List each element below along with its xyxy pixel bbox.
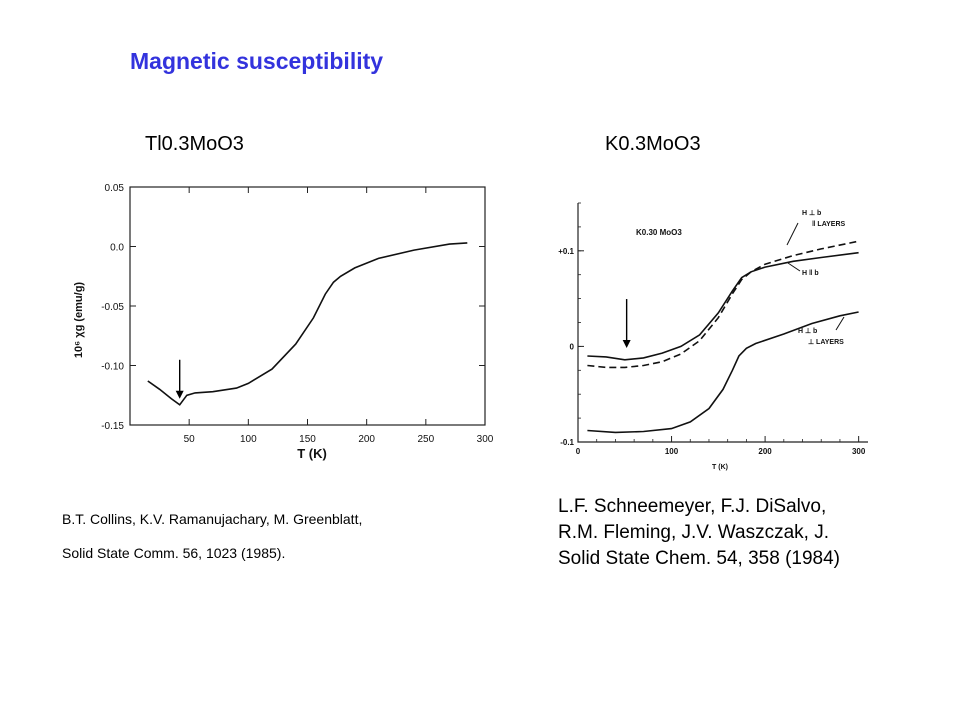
right-curve-h-perp-b-parallel-layers — [587, 240, 859, 369]
left-y-axis-label: 10⁶ χg (emu/g) — [73, 282, 85, 359]
right-y-tick-label: +0.1 — [558, 247, 574, 256]
right-label-leader — [787, 262, 801, 272]
right-series-label: ⊥ LAYERS — [808, 338, 844, 346]
right-series-label: H ⊥ b — [802, 209, 821, 217]
left-x-tick-label: 150 — [299, 434, 316, 445]
right-curve-h-perp-b-perp-layers — [587, 311, 859, 434]
left-x-tick-label: 50 — [184, 434, 196, 445]
left-chart-title: Tl0.3MoO3 — [145, 133, 244, 155]
right-plot-axes — [577, 203, 868, 443]
right-series-label: H ‖ b — [802, 270, 819, 277]
left-citation: B.T. Collins, K.V. Ramanujachary, M. Gre… — [62, 502, 362, 570]
right-citation-line: L.F. Schneemeyer, F.J. DiSalvo, — [558, 496, 827, 517]
left-y-tick-label: 0.0 — [110, 243, 124, 254]
right-x-tick-label: 200 — [758, 447, 772, 456]
right-x-axis-label: T (K) — [712, 464, 728, 471]
right-transition-arrow-head — [622, 340, 631, 349]
right-x-tick-label: 100 — [665, 447, 679, 456]
left-plot-frame — [129, 186, 486, 426]
left-x-tick-label: 200 — [358, 434, 375, 445]
left-x-tick-label: 300 — [477, 434, 494, 445]
left-susceptibility-curve — [147, 242, 468, 406]
left-y-tick-label: -0.10 — [101, 362, 124, 373]
right-inset-label: K0.30 MoO3 — [636, 228, 682, 237]
slide-title: Magnetic susceptibility — [130, 48, 384, 74]
right-citation-line: R.M. Fleming, J.V. Waszczak, J. — [558, 522, 829, 543]
tl-susceptibility-chart: 50 100 150 200 250 3000.050.0-0.05-0.10-0.15 … — [73, 183, 494, 461]
right-curve-h-parallel-b — [587, 251, 859, 361]
right-series-label: H ⊥ b — [798, 327, 817, 335]
left-y-tick-label: -0.15 — [101, 421, 124, 432]
left-x-axis-label: T (K) — [297, 446, 327, 461]
right-series-label: ‖ LAYERS — [812, 221, 846, 228]
right-citation-line: Solid State Chem. 54, 358 (1984) — [558, 548, 841, 569]
right-x-tick-label: 300 — [852, 447, 866, 456]
left-y-tick-label: -0.05 — [101, 302, 124, 313]
right-citation: L.F. Schneemeyer, F.J. DiSalvo, R.M. Fle… — [558, 494, 840, 572]
left-x-tick-label: 250 — [417, 434, 434, 445]
right-chart-title: K0.3MoO3 — [605, 133, 701, 155]
left-citation-line: Solid State Comm. 56, 1023 (1985). — [62, 545, 286, 561]
left-citation-line: B.T. Collins, K.V. Ramanujachary, M. Gre… — [62, 511, 363, 527]
left-y-tick-label: 0.05 — [105, 183, 125, 194]
right-x-tick-label: 0 — [576, 447, 581, 456]
left-x-tick-label: 100 — [240, 434, 257, 445]
right-y-tick-label: 0 — [570, 342, 575, 351]
right-label-leader — [835, 316, 845, 331]
right-y-tick-label: -0.1 — [560, 438, 574, 447]
left-transition-arrow-head — [175, 390, 184, 399]
right-label-leader — [786, 222, 799, 246]
